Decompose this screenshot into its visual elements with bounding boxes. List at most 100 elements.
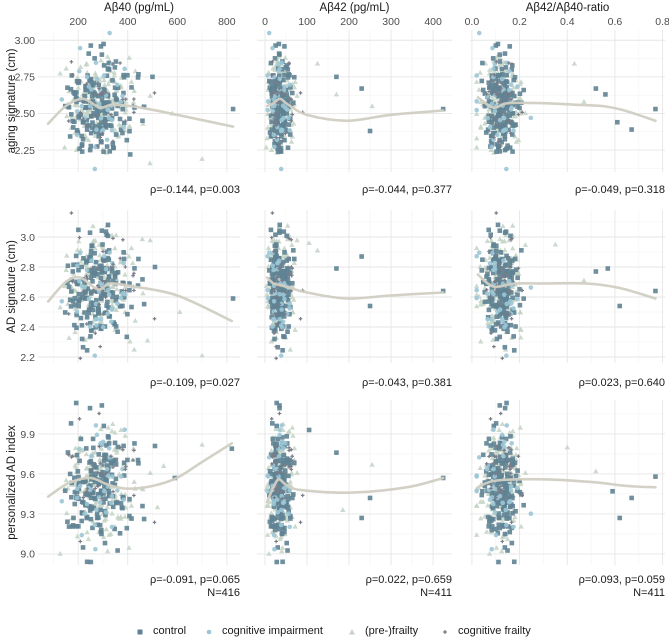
data-point-control [266,78,272,84]
data-point-control [95,515,101,520]
data-point-cognitive-frailty [279,139,283,144]
data-point-cognitive-impairment [265,99,271,104]
data-point-control [494,149,499,154]
x-tick-label: 0.2 [512,16,527,28]
data-point-cognitive-frailty [283,463,287,467]
data-point-control [98,275,104,281]
data-point-cognitive-frailty [501,266,506,271]
data-point-control [108,289,114,295]
data-point-cognitive-frailty [280,90,285,95]
data-point-cognitive-impairment [100,324,106,330]
data-point-cognitive-impairment [286,115,291,121]
data-point-cognitive-frailty [111,139,115,144]
data-point-control [509,67,515,72]
data-point-control [101,423,107,429]
data-point-control [273,232,278,238]
data-point-pre-frailty [512,113,519,119]
data-point-control [284,434,290,439]
data-point-control [129,304,134,310]
data-point-cognitive-frailty [494,444,499,449]
data-point-cognitive-frailty [494,81,499,85]
data-point-control [277,470,283,476]
data-point-cognitive-frailty [279,262,283,267]
data-point-pre-frailty [126,544,132,550]
data-point-cognitive-frailty [280,278,285,283]
data-point-control [497,293,503,298]
data-point-cognitive-impairment [287,524,292,530]
data-point-cognitive-impairment [508,301,514,306]
data-point-control [79,142,85,147]
data-point-control [496,89,502,95]
data-point-control [291,100,296,106]
data-point-control [275,105,281,111]
data-point-cognitive-frailty [492,344,496,349]
data-point-control [282,137,287,143]
data-point-pre-frailty [294,470,300,475]
data-point-control [276,306,281,312]
data-point-control [515,104,520,109]
data-point-control [279,66,285,72]
data-point-control [93,496,98,502]
data-point-cognitive-frailty [101,454,105,459]
data-point-pre-frailty [482,472,488,478]
data-point-control [504,471,510,477]
data-point-control [280,113,286,118]
data-point-pre-frailty [122,432,128,438]
data-point-control [98,125,103,131]
data-point-pre-frailty [103,526,109,532]
data-point-pre-frailty [486,551,493,556]
data-point-control [282,443,287,449]
data-point-control [521,296,526,301]
data-point-control [281,457,287,463]
data-point-pre-frailty [263,144,269,150]
data-point-pre-frailty [127,338,133,344]
data-point-cognitive-impairment [281,446,286,451]
data-point-control [270,84,275,90]
data-point-pre-frailty [490,337,496,342]
data-point-control [497,149,503,154]
data-point-control [507,275,513,281]
data-point-control [91,302,96,308]
data-point-control [500,523,506,528]
data-point-pre-frailty [61,144,68,150]
data-point-control [68,304,74,309]
data-point-control [62,310,68,315]
data-point-control [86,503,92,509]
data-point-control [88,253,94,258]
data-point-control [508,119,514,125]
data-point-cognitive-frailty [96,484,100,489]
data-point-cognitive-impairment [287,301,293,306]
data-point-cognitive-impairment [280,500,286,506]
data-point-pre-frailty [74,533,81,539]
data-point-control [70,118,76,124]
data-point-pre-frailty [286,428,292,434]
data-point-cognitive-impairment [502,127,507,133]
facet-panel [257,400,452,565]
data-point-control [496,270,501,275]
data-point-pre-frailty [78,258,84,264]
data-point-pre-frailty [104,54,111,59]
data-point-control [486,524,492,529]
data-point-cognitive-impairment [284,311,290,317]
data-point-control [496,109,502,114]
data-point-pre-frailty [57,304,63,310]
data-point-control [102,540,108,546]
data-point-control [83,87,88,93]
data-point-cognitive-frailty [494,470,499,475]
data-point-pre-frailty [473,502,480,508]
data-point-cognitive-impairment [265,295,271,301]
data-point-cognitive-impairment [107,30,112,36]
data-point-cognitive-impairment [271,103,277,109]
data-point-control [284,294,290,300]
data-point-control [98,296,104,301]
data-point-control [511,310,517,315]
data-point-control [517,286,522,292]
data-point-cognitive-frailty [111,236,115,241]
data-point-cognitive-impairment [105,311,110,317]
data-point-cognitive-impairment [474,107,479,113]
data-point-control [507,145,513,151]
data-point-control [281,77,286,83]
data-point-control [82,99,87,104]
data-point-cognitive-frailty [290,266,295,271]
data-point-cognitive-frailty [277,411,282,416]
